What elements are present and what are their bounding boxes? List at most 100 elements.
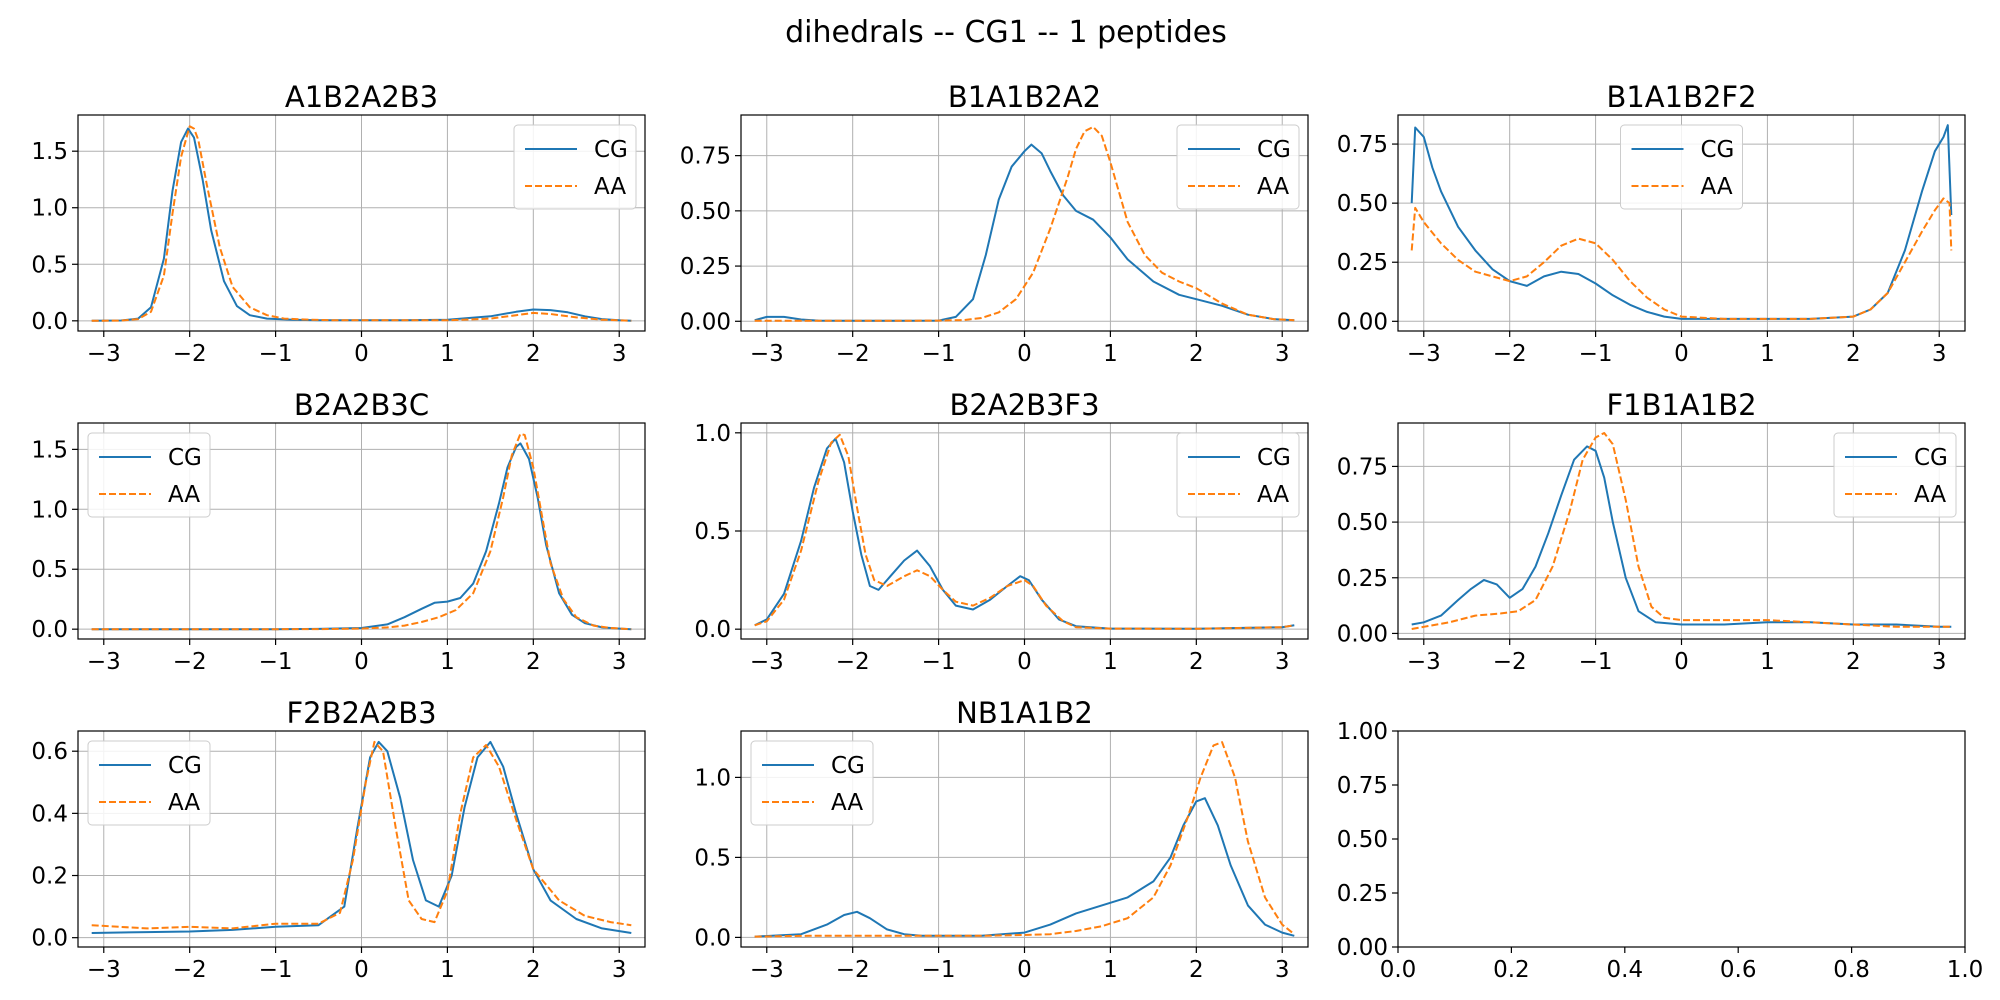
y-tick-label: 0.25 xyxy=(1337,881,1388,907)
legend-box xyxy=(750,740,874,826)
x-tick-label: 1 xyxy=(1103,649,1118,675)
y-tick-label: 0.0 xyxy=(31,617,68,643)
legend-label-cg: CG xyxy=(1257,445,1291,471)
x-tick-label: 1 xyxy=(440,649,455,675)
legend-box xyxy=(1176,124,1300,210)
legend-label-cg: CG xyxy=(831,753,865,779)
x-tick-label: −1 xyxy=(922,649,956,675)
x-tick-label: −3 xyxy=(87,341,121,367)
y-tick-label: 0.5 xyxy=(694,845,731,871)
legend: CG AA xyxy=(1620,124,1743,210)
y-tick-label: 1.5 xyxy=(31,139,68,165)
x-tick-label: −2 xyxy=(1493,341,1527,367)
x-tick-label: 2 xyxy=(526,957,541,983)
x-tick-label: −2 xyxy=(836,649,870,675)
y-tick-label: 0.50 xyxy=(1337,827,1388,853)
y-tick-label: 0.6 xyxy=(31,739,68,765)
x-tick-label: 2 xyxy=(1189,957,1204,983)
x-tick-label: 3 xyxy=(1275,649,1290,675)
x-tick-label: 0.2 xyxy=(1493,957,1530,983)
legend-box xyxy=(1176,432,1300,518)
x-tick-label: 0 xyxy=(354,957,369,983)
x-tick-label: −1 xyxy=(259,649,293,675)
legend-label-cg: CG xyxy=(168,753,202,779)
x-tick-label: 2 xyxy=(526,649,541,675)
legend: CG AA xyxy=(87,432,211,518)
series-line-aa xyxy=(754,433,1295,630)
x-tick-label: −2 xyxy=(836,957,870,983)
legend-label-aa: AA xyxy=(1257,482,1289,508)
x-tick-label: 1 xyxy=(1103,957,1118,983)
series-line-cg xyxy=(1410,124,1953,320)
y-tick-label: 1.0 xyxy=(31,497,68,523)
legend-box xyxy=(87,740,211,826)
x-tick-label: 2 xyxy=(1189,649,1204,675)
x-tick-label: −1 xyxy=(922,957,956,983)
y-tick-label: 0.2 xyxy=(31,864,68,890)
x-tick-label: 2 xyxy=(1846,341,1861,367)
y-tick-label: 0.00 xyxy=(680,309,731,335)
y-tick-label: 0.75 xyxy=(1337,132,1388,158)
legend: CG AA xyxy=(1176,432,1300,518)
x-tick-label: −1 xyxy=(259,957,293,983)
x-tick-label: 1.0 xyxy=(1947,957,1984,983)
series-line-aa xyxy=(754,741,1295,938)
y-tick-label: 0.5 xyxy=(694,519,731,545)
legend-label-cg: CG xyxy=(1257,137,1291,163)
y-tick-label: 0.75 xyxy=(1337,773,1388,799)
legend: CG AA xyxy=(1176,124,1300,210)
axes-frame xyxy=(1397,730,1966,948)
subplot-title: NB1A1B2 xyxy=(956,696,1093,730)
x-tick-label: 3 xyxy=(1275,341,1290,367)
x-tick-label: −1 xyxy=(1579,341,1613,367)
series-line-aa xyxy=(91,125,632,322)
subplot-5: −3 −2 −1 0 1 2 3 0.0 0.5 1.0 B2A2B3F3 CG AA xyxy=(694,388,1309,675)
y-tick-label: 0.00 xyxy=(1337,621,1388,647)
y-tick-label: 0.0 xyxy=(694,617,731,643)
legend-label-aa: AA xyxy=(1914,482,1946,508)
series-line-cg xyxy=(754,797,1295,938)
x-tick-label: −1 xyxy=(259,341,293,367)
legend-label-aa: AA xyxy=(1701,174,1733,200)
x-tick-label: 3 xyxy=(612,341,627,367)
x-tick-label: 3 xyxy=(1932,649,1947,675)
series-line-aa xyxy=(91,740,632,930)
subplot-1: −3 −2 −1 0 1 2 3 0.0 0.5 1.0 1.5 A1B2A2B3 CG AA xyxy=(31,80,646,367)
x-tick-label: −2 xyxy=(836,341,870,367)
x-tick-label: 0 xyxy=(1674,341,1689,367)
x-tick-label: −1 xyxy=(1579,649,1613,675)
legend-label-cg: CG xyxy=(1914,445,1948,471)
x-tick-label: 2 xyxy=(526,341,541,367)
legend-label-cg: CG xyxy=(594,137,628,163)
y-tick-label: 0.0 xyxy=(31,309,68,335)
legend-box xyxy=(1620,124,1743,210)
legend: CG AA xyxy=(750,740,874,826)
x-tick-label: 1 xyxy=(1760,341,1775,367)
subplot-4: −3 −2 −1 0 1 2 3 0.0 0.5 1.0 1.5 B2A2B3C CG AA xyxy=(31,388,646,675)
subplot-title: F1B1A1B2 xyxy=(1606,388,1756,422)
subplot-7: −3 −2 −1 0 1 2 3 0.0 0.2 0.4 0.6 F2B2A2B3 CG AA xyxy=(31,696,646,983)
subplot-title: B1A1B2A2 xyxy=(948,80,1101,114)
y-tick-label: 0.50 xyxy=(1337,191,1388,217)
legend-box xyxy=(87,432,211,518)
y-tick-label: 1.0 xyxy=(694,421,731,447)
legend-label-aa: AA xyxy=(831,790,863,816)
series-line-cg xyxy=(1411,445,1952,628)
legend-label-aa: AA xyxy=(168,790,200,816)
figure-suptitle: dihedrals -- CG1 -- 1 peptides xyxy=(785,15,1227,50)
x-tick-label: −3 xyxy=(87,649,121,675)
legend-label-aa: AA xyxy=(1257,174,1289,200)
x-tick-label: 0 xyxy=(1017,341,1032,367)
x-tick-label: 0 xyxy=(354,649,369,675)
x-tick-label: 3 xyxy=(612,957,627,983)
y-tick-label: 0.5 xyxy=(31,557,68,583)
x-tick-label: −3 xyxy=(87,957,121,983)
x-tick-label: 2 xyxy=(1846,649,1861,675)
x-tick-label: −3 xyxy=(750,957,784,983)
y-tick-label: 0.00 xyxy=(1337,309,1388,335)
subplot-2: −3 −2 −1 0 1 2 3 0.00 0.25 0.50 0.75 B1A1B2A2 CG AA xyxy=(680,80,1309,367)
x-tick-label: −2 xyxy=(1493,649,1527,675)
y-tick-label: 0.25 xyxy=(1337,250,1388,276)
x-tick-label: −2 xyxy=(173,957,207,983)
